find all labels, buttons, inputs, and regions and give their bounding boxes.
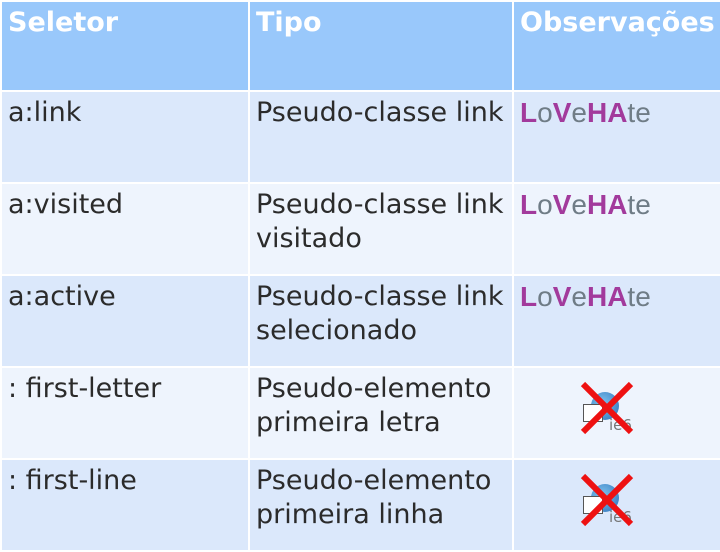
table-row: : first-line Pseudo-elemento primeira li…: [0, 458, 720, 552]
note-cell: LoVeHAte: [512, 182, 720, 276]
table-row: a:active Pseudo-classe link selecionado …: [0, 274, 720, 368]
note-cell: ie6: [512, 458, 720, 552]
note-cell: ie6: [512, 366, 720, 460]
table-row: : first-letter Pseudo-elemento primeira …: [0, 366, 720, 460]
type-cell: Pseudo-elemento primeira linha: [248, 458, 514, 552]
header-type: Tipo: [248, 0, 514, 92]
note-cell: LoVeHAte: [512, 274, 720, 368]
header-row: Seletor Tipo Observações: [0, 0, 720, 92]
table-row: a:link Pseudo-classe link LoVeHAte: [0, 90, 720, 184]
type-cell: Pseudo-elemento primeira letra: [248, 366, 514, 460]
type-cell: Pseudo-classe link selecionado: [248, 274, 514, 368]
selector-cell: : first-line: [0, 458, 250, 552]
table-row: a:visited Pseudo-classe link visitado Lo…: [0, 182, 720, 276]
selector-cell: a:link: [0, 90, 250, 184]
header-selector: Seletor: [0, 0, 250, 92]
note-cell: LoVeHAte: [512, 90, 720, 184]
lovehate-mnemonic: LoVeHAte: [520, 281, 651, 312]
selector-cell: a:active: [0, 274, 250, 368]
type-cell: Pseudo-classe link visitado: [248, 182, 514, 276]
selector-cell: a:visited: [0, 182, 250, 276]
selector-cell: : first-letter: [0, 366, 250, 460]
lovehate-mnemonic: LoVeHAte: [520, 97, 651, 128]
ie6-crossed-icon: ie6: [577, 470, 637, 530]
header-notes: Observações: [512, 0, 720, 92]
ie6-crossed-icon: ie6: [577, 378, 637, 438]
type-cell: Pseudo-classe link: [248, 90, 514, 184]
lovehate-mnemonic: LoVeHAte: [520, 189, 651, 220]
